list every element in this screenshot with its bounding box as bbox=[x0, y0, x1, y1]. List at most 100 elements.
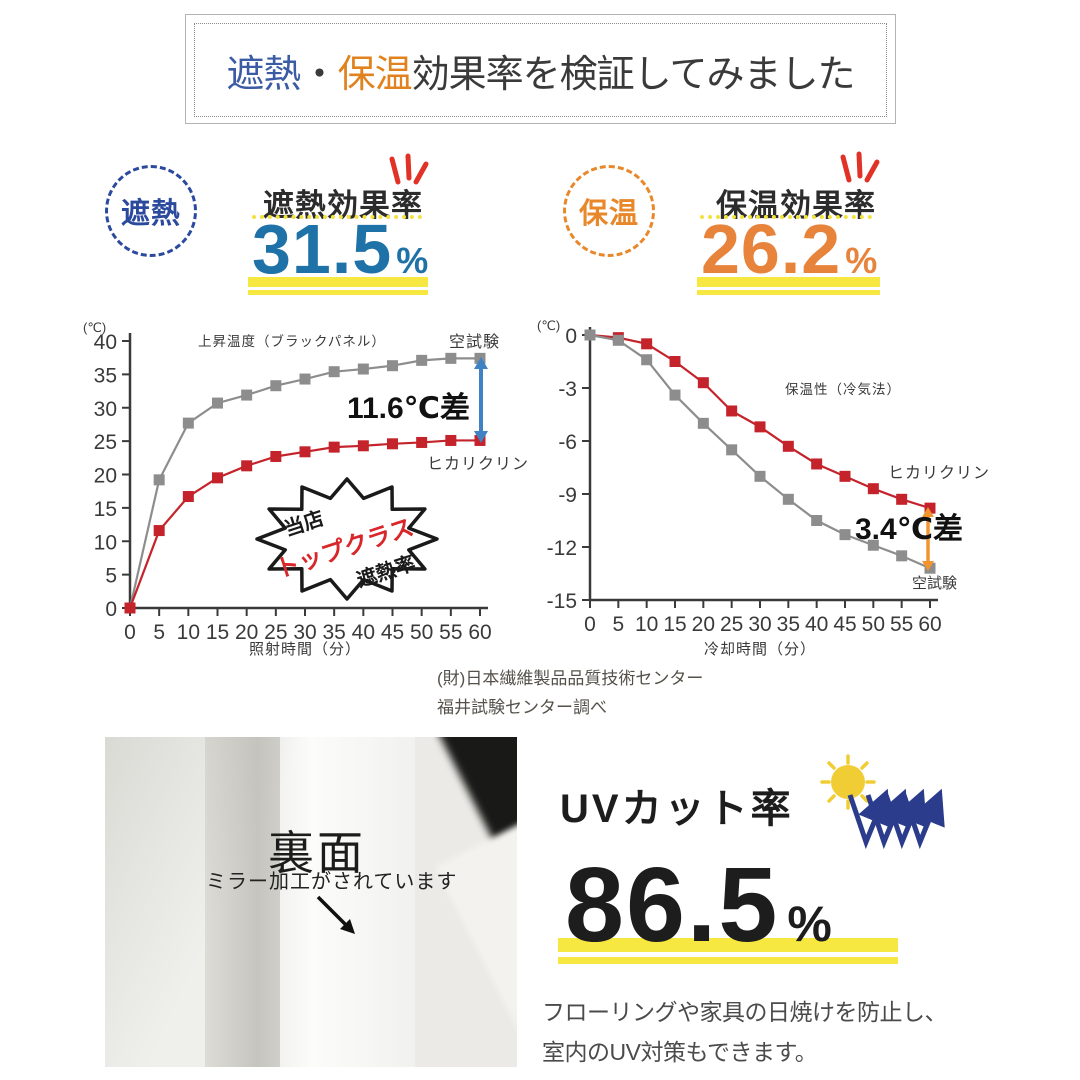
highlight-bar bbox=[697, 290, 880, 295]
pointer-arrow-icon bbox=[316, 895, 355, 934]
svg-text:25: 25 bbox=[720, 613, 743, 636]
right-series-label-blank-test: 空試験 bbox=[912, 575, 958, 592]
sun-core bbox=[831, 765, 865, 799]
header-box: 遮熱・保温 効果率を検証してみました bbox=[185, 14, 896, 124]
right-diff-annotation: 3.4℃差 bbox=[855, 513, 964, 546]
svg-text:30: 30 bbox=[293, 621, 316, 644]
spark-icon bbox=[389, 153, 429, 185]
left-series-label-blank-test: 空試験 bbox=[449, 334, 501, 351]
left-chart-xlabel: 照射時間（分） bbox=[248, 641, 361, 658]
svg-text:-3: -3 bbox=[558, 378, 577, 401]
uv-description-line2: 室内のUV対策もできます。 bbox=[542, 1039, 818, 1065]
uv-title: UVカット率 bbox=[560, 787, 794, 831]
shading-badge: 遮熱 bbox=[105, 165, 197, 257]
left-chart-unit: (℃) bbox=[83, 320, 107, 335]
shading-value-unit: % bbox=[396, 240, 429, 281]
svg-text:5: 5 bbox=[105, 565, 117, 588]
heat-retention-chart: 0 5 10 15 20 25 30 35 40 45 50 55 600-3-6-9-12-15 bbox=[547, 325, 942, 636]
page-title: 遮熱・保温 効果率を検証してみました bbox=[194, 23, 887, 117]
svg-text:15: 15 bbox=[663, 613, 686, 636]
curtain-fold bbox=[310, 737, 415, 1067]
spark-icon bbox=[840, 151, 880, 183]
curtain-fold bbox=[280, 737, 310, 1067]
svg-text:25: 25 bbox=[264, 621, 287, 644]
insulation-value-unit: % bbox=[845, 240, 878, 281]
svg-text:-6: -6 bbox=[558, 431, 577, 454]
uv-description: フローリングや家具の日焼けを防止し、 室内のUV対策もできます。 bbox=[542, 992, 948, 1072]
svg-text:15: 15 bbox=[94, 498, 117, 521]
photo-shading bbox=[105, 737, 517, 1067]
left-diff-annotation: 11.6℃差 bbox=[346, 392, 470, 425]
svg-text:5: 5 bbox=[153, 621, 165, 644]
svg-text:40: 40 bbox=[352, 621, 375, 644]
shading-badge-label: 遮熱 bbox=[120, 198, 181, 230]
insulation-value: 26.2 % bbox=[701, 214, 877, 284]
uv-value-number: 86.5 bbox=[565, 846, 780, 964]
svg-text:20: 20 bbox=[94, 465, 117, 488]
highlight-bar bbox=[248, 290, 428, 295]
diff-arrow-icon bbox=[922, 507, 934, 571]
insulation-badge: 保温 bbox=[563, 165, 655, 257]
highlight-bar bbox=[558, 938, 898, 952]
svg-text:40: 40 bbox=[805, 613, 828, 636]
svg-text:50: 50 bbox=[862, 613, 885, 636]
svg-text:30: 30 bbox=[94, 398, 117, 421]
sun-uv-reflect-icon bbox=[820, 754, 945, 850]
highlight-bar bbox=[248, 277, 428, 287]
svg-text:25: 25 bbox=[94, 431, 117, 454]
test-source-caption: (財)日本繊維製品品質技術センター 福井試験センター調べ bbox=[437, 664, 703, 722]
svg-text:20: 20 bbox=[692, 613, 715, 636]
photo-label: 裏面 bbox=[268, 827, 366, 879]
title-separator: ・ bbox=[300, 53, 339, 96]
svg-text:0: 0 bbox=[565, 325, 577, 348]
curtain-back-photo: 裏面 ミラー加工がされています bbox=[105, 737, 517, 1067]
source-line2: 福井試験センター調べ bbox=[437, 698, 607, 717]
svg-text:0: 0 bbox=[584, 613, 596, 636]
svg-text:35: 35 bbox=[777, 613, 800, 636]
right-chart-unit: (℃) bbox=[537, 318, 561, 333]
svg-text:40: 40 bbox=[94, 331, 117, 354]
source-line1: (財)日本繊維製品品質技術センター bbox=[437, 669, 704, 688]
svg-text:55: 55 bbox=[439, 621, 462, 644]
dotted-rule bbox=[700, 215, 872, 219]
svg-text:60: 60 bbox=[918, 613, 941, 636]
svg-text:-12: -12 bbox=[547, 537, 577, 560]
uv-value-unit: % bbox=[787, 896, 832, 952]
svg-text:0: 0 bbox=[124, 621, 136, 644]
right-chart-xlabel: 冷却時間（分） bbox=[703, 641, 816, 658]
svg-text:10: 10 bbox=[635, 613, 658, 636]
dotted-rule bbox=[252, 215, 422, 219]
svg-text:10: 10 bbox=[177, 621, 200, 644]
diff-arrow-icon bbox=[474, 357, 488, 443]
right-chart-title: 保温性（冷気法） bbox=[785, 382, 901, 397]
left-series-label-product: ヒカリクリン bbox=[427, 456, 530, 473]
svg-text:10: 10 bbox=[94, 531, 117, 554]
title-word-insulation: 保温 bbox=[337, 53, 413, 96]
left-chart-title: 上昇温度（ブラックパネル） bbox=[198, 334, 386, 349]
insulation-badge-label: 保温 bbox=[578, 198, 639, 230]
svg-text:-15: -15 bbox=[547, 590, 577, 613]
svg-text:20: 20 bbox=[235, 621, 258, 644]
shading-value-number: 31.5 bbox=[252, 210, 393, 288]
title-rest: 効果率を検証してみました bbox=[411, 53, 856, 96]
svg-text:45: 45 bbox=[381, 621, 404, 644]
svg-text:5: 5 bbox=[612, 613, 624, 636]
highlight-bar bbox=[697, 277, 880, 287]
shading-value: 31.5 % bbox=[252, 214, 428, 284]
svg-text:30: 30 bbox=[748, 613, 771, 636]
svg-text:-9: -9 bbox=[558, 484, 577, 507]
curtain-fold bbox=[205, 737, 280, 1067]
title-word-shading: 遮熱 bbox=[226, 53, 302, 96]
photo-caption: ミラー加工がされています bbox=[206, 871, 458, 893]
svg-text:55: 55 bbox=[890, 613, 913, 636]
uv-description-line1: フローリングや家具の日焼けを防止し、 bbox=[542, 999, 948, 1025]
uv-value: 86.5 % bbox=[565, 852, 832, 958]
insulation-value-number: 26.2 bbox=[701, 210, 842, 288]
highlight-bar bbox=[558, 957, 898, 964]
svg-text:45: 45 bbox=[833, 613, 856, 636]
svg-text:0: 0 bbox=[105, 598, 117, 621]
top-class-burst-badge: 当店 トップクラス 遮熱率 bbox=[255, 477, 439, 601]
svg-text:35: 35 bbox=[94, 364, 117, 387]
svg-text:50: 50 bbox=[410, 621, 433, 644]
